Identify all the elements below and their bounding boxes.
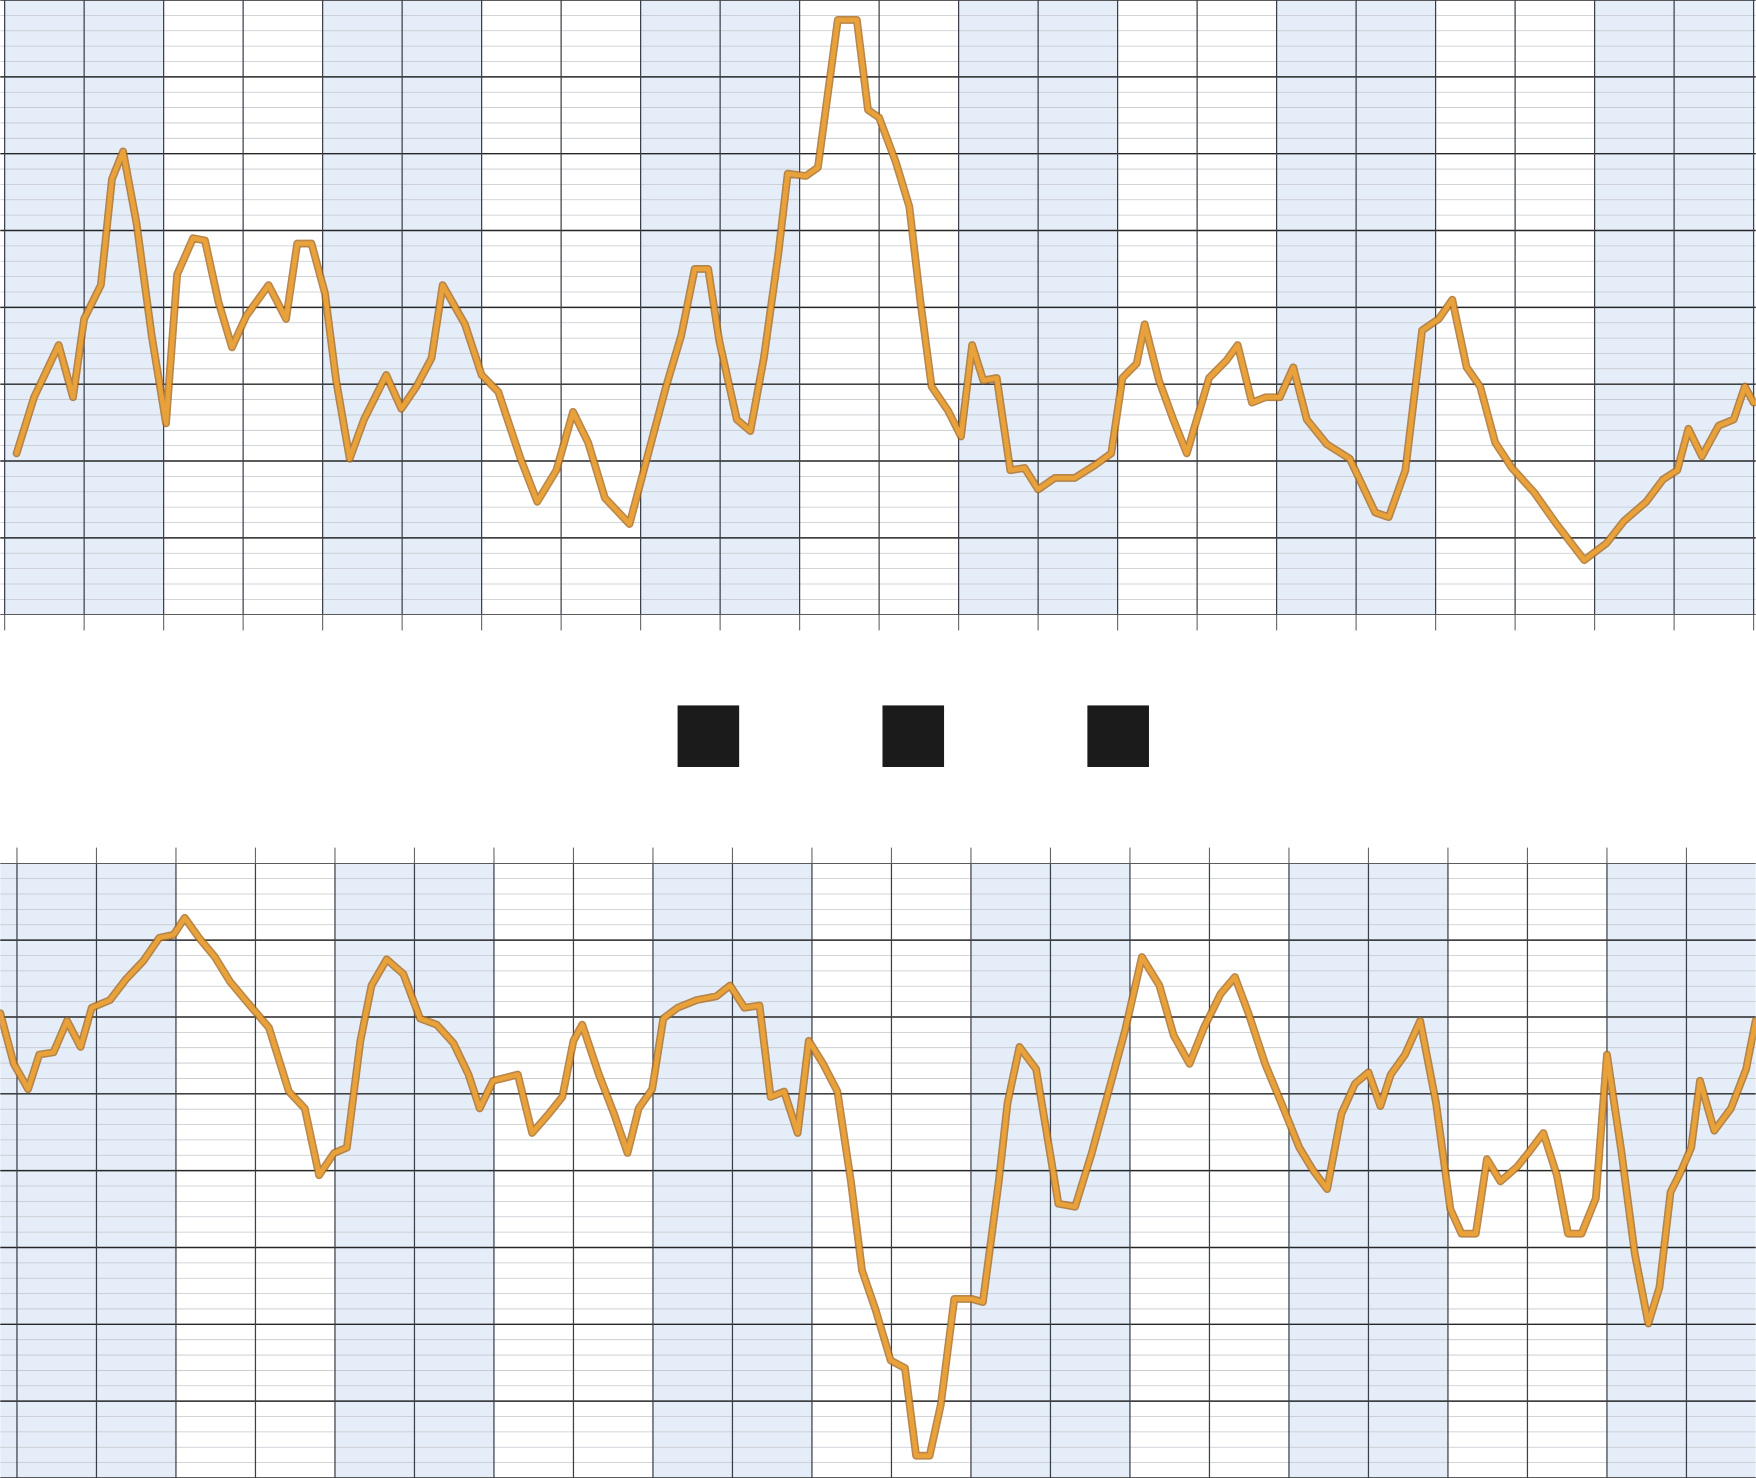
ellipsis-square [677, 705, 740, 767]
panel [0, 0, 1756, 631]
plot-area [0, 863, 1756, 1478]
plot-area [0, 0, 1756, 615]
panel [0, 847, 1756, 1478]
ellipsis-square [1087, 705, 1149, 767]
line [0, 915, 1756, 1459]
ellipsis-square [882, 705, 945, 767]
line [14, 17, 1756, 563]
